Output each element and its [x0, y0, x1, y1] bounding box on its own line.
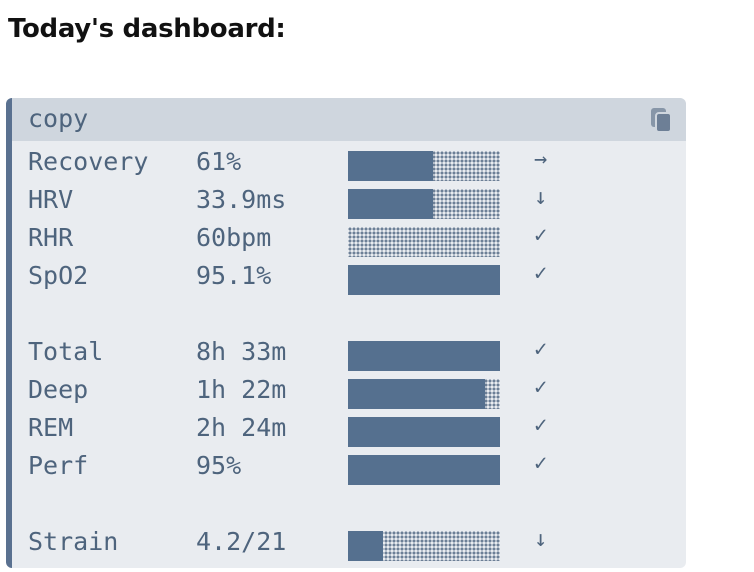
metric-bar-fill: [348, 455, 500, 485]
metric-label: HRV: [28, 185, 74, 214]
code-block: copy Recovery 61% → HRV 33.9ms ↓ RHR 60b…: [6, 98, 686, 568]
code-language-label: copy: [28, 104, 89, 133]
metric-row-deep: Deep 1h 22m ✓: [12, 369, 686, 409]
metric-label: Deep: [28, 375, 89, 404]
metric-row-hrv: HRV 33.9ms ↓: [12, 179, 686, 219]
metric-label: REM: [28, 413, 74, 442]
metric-label: Perf: [28, 451, 89, 480]
metric-bar: [348, 265, 500, 295]
metric-bar: [348, 531, 500, 561]
metric-row-rem: REM 2h 24m ✓: [12, 407, 686, 447]
metric-bar: [348, 189, 500, 219]
metric-value: 1h 22m: [196, 375, 287, 404]
metric-row-total: Total 8h 33m ✓: [12, 331, 686, 371]
metric-value: 33.9ms: [196, 185, 287, 214]
metric-value: 8h 33m: [196, 337, 287, 366]
metric-row-spo2: SpO2 95.1% ✓: [12, 255, 686, 295]
metric-value: 4.2/21: [196, 527, 287, 556]
checkmark-icon: ✓: [534, 261, 548, 286]
checkmark-icon: ✓: [534, 223, 548, 248]
trend-down-icon: ↓: [534, 527, 548, 552]
metric-value: 95%: [196, 451, 242, 480]
trend-down-icon: ↓: [534, 185, 548, 210]
metric-bar: [348, 341, 500, 371]
metric-label: Recovery: [28, 147, 149, 176]
metric-label: Total: [28, 337, 104, 366]
metric-row-recovery: Recovery 61% →: [12, 141, 686, 181]
metric-value: 2h 24m: [196, 413, 287, 442]
checkmark-icon: ✓: [534, 413, 548, 438]
metric-label: RHR: [28, 223, 74, 252]
metric-bar: [348, 455, 500, 485]
metric-row-perf: Perf 95% ✓: [12, 445, 686, 485]
metric-bar-fill: [348, 151, 434, 181]
metric-row-rhr: RHR 60bpm ✓: [12, 217, 686, 257]
copy-icon[interactable]: [648, 106, 676, 134]
metric-bar: [348, 417, 500, 447]
code-block-header: copy: [12, 98, 686, 141]
metric-bar-fill: [348, 341, 500, 371]
metric-row-strain: Strain 4.2/21 ↓: [12, 521, 686, 561]
metrics-list: Recovery 61% → HRV 33.9ms ↓ RHR 60bpm ✓ …: [12, 141, 686, 568]
checkmark-icon: ✓: [534, 375, 548, 400]
metric-bar-fill: [348, 417, 500, 447]
trend-right-icon: →: [534, 147, 548, 172]
dashboard-heading: Today's dashboard:: [8, 14, 286, 44]
metric-label: SpO2: [28, 261, 89, 290]
metric-bar-fill: [348, 189, 434, 219]
checkmark-icon: ✓: [534, 337, 548, 362]
checkmark-icon: ✓: [534, 451, 548, 476]
metric-bar: [348, 151, 500, 181]
metric-bar: [348, 227, 500, 257]
metric-bar-fill: [348, 531, 383, 561]
metric-value: 95.1%: [196, 261, 272, 290]
metric-bar: [348, 379, 500, 409]
metric-label: Strain: [28, 527, 119, 556]
metric-value: 61%: [196, 147, 242, 176]
metric-value: 60bpm: [196, 223, 272, 252]
metric-bar-fill: [348, 379, 485, 409]
metric-bar-fill: [348, 265, 500, 295]
